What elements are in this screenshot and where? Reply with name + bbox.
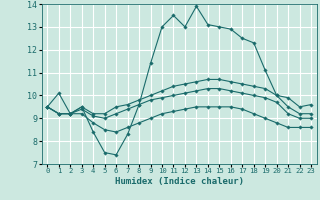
X-axis label: Humidex (Indice chaleur): Humidex (Indice chaleur) <box>115 177 244 186</box>
